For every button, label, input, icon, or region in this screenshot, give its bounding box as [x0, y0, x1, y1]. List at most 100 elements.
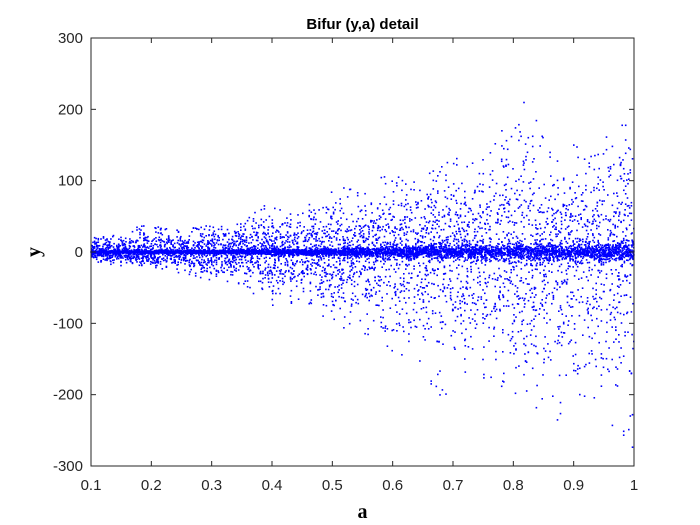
data-point [403, 232, 406, 234]
data-point [226, 263, 229, 266]
data-point [152, 258, 155, 261]
data-point [417, 203, 419, 205]
data-point [107, 244, 109, 247]
data-point [249, 254, 252, 256]
data-point [310, 211, 313, 213]
data-point [104, 243, 106, 246]
data-point [367, 253, 369, 255]
data-point [374, 260, 377, 263]
data-point [263, 247, 266, 249]
data-point [255, 248, 257, 251]
data-point [297, 214, 299, 216]
data-point [421, 241, 423, 243]
data-point [125, 254, 128, 257]
data-point [371, 241, 374, 244]
data-point [433, 236, 436, 239]
data-point [249, 286, 251, 289]
data-point [272, 255, 274, 257]
data-point [146, 236, 148, 239]
data-point [350, 269, 353, 271]
data-point [407, 246, 409, 248]
data-point [217, 235, 219, 238]
data-point [374, 234, 376, 237]
data-point [172, 248, 174, 251]
data-point [213, 230, 216, 232]
data-point [420, 230, 423, 232]
data-point [407, 239, 409, 242]
data-point [348, 274, 351, 277]
data-point [410, 219, 413, 221]
data-point [284, 275, 286, 278]
data-point [439, 242, 442, 244]
data-point [393, 234, 395, 237]
data-point [175, 254, 178, 257]
data-point [221, 265, 223, 267]
data-point [184, 269, 186, 272]
data-point [359, 251, 361, 254]
data-point [231, 260, 233, 263]
data-point [295, 285, 298, 288]
data-point [384, 257, 387, 259]
data-point [266, 253, 269, 255]
data-point [171, 239, 173, 242]
data-point [201, 235, 203, 238]
data-point [342, 236, 344, 238]
data-point [109, 246, 112, 248]
data-point [159, 247, 162, 249]
data-point [195, 245, 198, 247]
data-point [288, 244, 291, 247]
data-point [392, 252, 394, 255]
data-point [203, 243, 206, 245]
data-point [138, 249, 141, 251]
data-point [102, 245, 104, 248]
data-point [199, 263, 201, 265]
data-point [380, 316, 382, 318]
data-point [423, 287, 426, 289]
data-point [364, 255, 367, 257]
data-point [425, 267, 428, 269]
data-point [435, 250, 438, 252]
data-point [252, 252, 255, 255]
data-point [144, 246, 146, 248]
data-point [238, 237, 240, 240]
data-point [274, 264, 276, 267]
data-point [156, 261, 158, 264]
data-point [244, 259, 247, 261]
data-point [416, 284, 418, 286]
data-point [256, 257, 259, 260]
data-point [139, 253, 141, 256]
data-point [116, 245, 118, 248]
data-point [380, 260, 382, 263]
data-point [97, 254, 100, 257]
data-point [103, 243, 106, 246]
data-point [333, 292, 335, 294]
data-point [286, 238, 289, 241]
data-point [405, 301, 407, 304]
data-point [398, 263, 401, 266]
data-point [290, 219, 292, 221]
data-point [182, 243, 184, 245]
data-point [339, 307, 341, 310]
data-point [187, 249, 190, 252]
data-point [289, 266, 292, 269]
data-point [125, 261, 128, 264]
data-point [110, 238, 112, 240]
data-point [378, 236, 381, 239]
data-point [339, 257, 341, 260]
data-point [346, 278, 349, 281]
data-point [185, 247, 188, 250]
data-point [425, 249, 428, 251]
data-point [121, 240, 123, 242]
data-point [376, 207, 379, 209]
data-point [208, 234, 210, 236]
data-point [201, 247, 203, 249]
data-point [421, 253, 423, 256]
data-point [190, 255, 192, 257]
data-point [372, 261, 375, 264]
data-point [381, 246, 383, 248]
data-point [274, 259, 276, 262]
data-point [257, 244, 259, 246]
data-point [116, 253, 118, 255]
data-point [324, 247, 326, 250]
data-point [102, 254, 104, 257]
